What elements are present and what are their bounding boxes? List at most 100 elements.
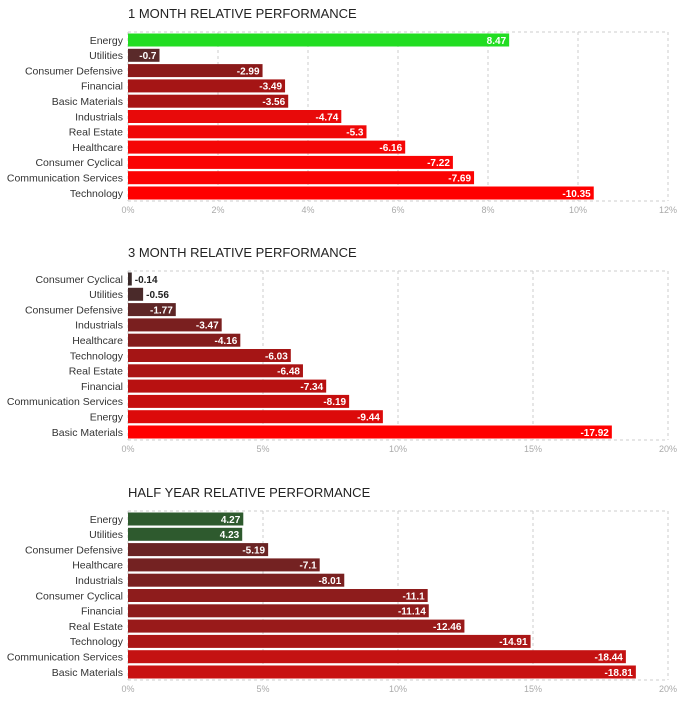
x-tick-label: 12%	[659, 205, 677, 215]
bar	[128, 619, 465, 633]
value-label: -11.14	[398, 607, 426, 618]
category-label: Utilities	[89, 289, 123, 301]
bar	[128, 410, 383, 424]
category-label: Consumer Cyclical	[35, 590, 123, 602]
category-label: Utilities	[89, 529, 123, 541]
x-tick-label: 15%	[524, 444, 542, 454]
bar	[128, 394, 350, 408]
category-label: Consumer Defensive	[25, 65, 123, 77]
value-label: 4.27	[221, 515, 241, 526]
x-tick-label: 0%	[121, 205, 134, 215]
bar	[128, 604, 429, 618]
x-tick-label: 2%	[211, 205, 224, 215]
value-label: -1.77	[150, 305, 173, 316]
bar	[128, 543, 269, 557]
bar	[128, 79, 286, 93]
value-label: -0.56	[146, 290, 169, 301]
value-label: -17.92	[580, 428, 609, 439]
x-tick-label: 0%	[121, 684, 134, 694]
category-label: Healthcare	[72, 335, 123, 347]
value-label: -14.91	[499, 637, 528, 648]
category-label: Healthcare	[72, 142, 123, 154]
value-label: -18.81	[605, 668, 634, 679]
bar	[128, 333, 241, 347]
chart-title: 3 MONTH RELATIVE PERFORMANCE	[128, 245, 357, 260]
value-label: -7.69	[448, 174, 471, 185]
value-label: -7.1	[299, 561, 317, 572]
bar	[128, 140, 406, 154]
category-label: Basic Materials	[52, 427, 123, 439]
category-label: Financial	[81, 381, 123, 393]
category-label: Financial	[81, 606, 123, 618]
value-label: -3.49	[259, 82, 282, 93]
category-label: Communication Services	[7, 173, 123, 185]
value-label: -9.44	[357, 413, 380, 424]
x-tick-label: 10%	[389, 444, 407, 454]
x-tick-label: 10%	[569, 205, 587, 215]
value-label: -7.34	[300, 382, 323, 393]
value-label: -11.1	[402, 591, 425, 602]
bar	[128, 318, 222, 332]
bar	[128, 379, 327, 393]
bar	[128, 64, 263, 78]
category-label: Technology	[70, 188, 124, 200]
category-label: Industrials	[75, 111, 123, 123]
bar	[128, 287, 144, 301]
x-tick-label: 5%	[256, 444, 269, 454]
bar	[128, 110, 342, 123]
category-label: Real Estate	[69, 621, 123, 633]
category-label: Communication Services	[7, 396, 123, 408]
bar	[128, 171, 475, 185]
category-label: Consumer Cyclical	[35, 274, 123, 286]
x-tick-label: 0%	[121, 444, 134, 454]
bar	[128, 272, 132, 286]
bar	[128, 155, 453, 169]
x-tick-label: 20%	[659, 684, 677, 694]
value-label: -4.74	[316, 112, 339, 123]
category-label: Real Estate	[69, 366, 123, 378]
value-label: -10.35	[562, 189, 591, 200]
category-label: Healthcare	[72, 560, 123, 572]
bar	[128, 589, 428, 602]
category-label: Basic Materials	[52, 667, 123, 679]
value-label: -8.01	[318, 576, 341, 587]
x-tick-label: 15%	[524, 684, 542, 694]
bar	[128, 349, 291, 362]
bar	[128, 665, 636, 679]
category-label: Communication Services	[7, 652, 123, 664]
value-label: -3.56	[262, 97, 285, 108]
bar	[128, 364, 303, 378]
value-label: -6.16	[379, 143, 402, 154]
bar	[128, 425, 612, 439]
category-label: Financial	[81, 81, 123, 93]
category-label: Energy	[90, 514, 124, 526]
bar	[128, 48, 160, 62]
value-label: -0.7	[139, 51, 157, 62]
category-label: Consumer Defensive	[25, 304, 123, 316]
x-tick-label: 20%	[659, 444, 677, 454]
value-label: 4.23	[220, 530, 240, 541]
category-label: Real Estate	[69, 127, 123, 139]
category-label: Industrials	[75, 320, 123, 332]
value-label: -4.16	[215, 336, 238, 347]
category-label: Energy	[90, 35, 124, 47]
bar	[128, 634, 531, 648]
category-label: Consumer Defensive	[25, 544, 123, 556]
value-label: -18.44	[595, 653, 624, 664]
category-label: Basic Materials	[52, 96, 123, 108]
bar	[128, 33, 510, 47]
value-label: 8.47	[487, 36, 507, 47]
value-label: -6.48	[277, 367, 300, 378]
x-tick-label: 8%	[481, 205, 494, 215]
x-tick-label: 4%	[301, 205, 314, 215]
bar	[128, 527, 243, 541]
bar	[128, 303, 176, 317]
bar	[128, 94, 289, 108]
bar	[128, 125, 367, 139]
value-label: -5.3	[346, 128, 364, 139]
value-label: -7.22	[427, 158, 450, 169]
bar	[128, 573, 345, 587]
chart-title: HALF YEAR RELATIVE PERFORMANCE	[128, 485, 371, 500]
value-label: -12.46	[433, 622, 462, 633]
